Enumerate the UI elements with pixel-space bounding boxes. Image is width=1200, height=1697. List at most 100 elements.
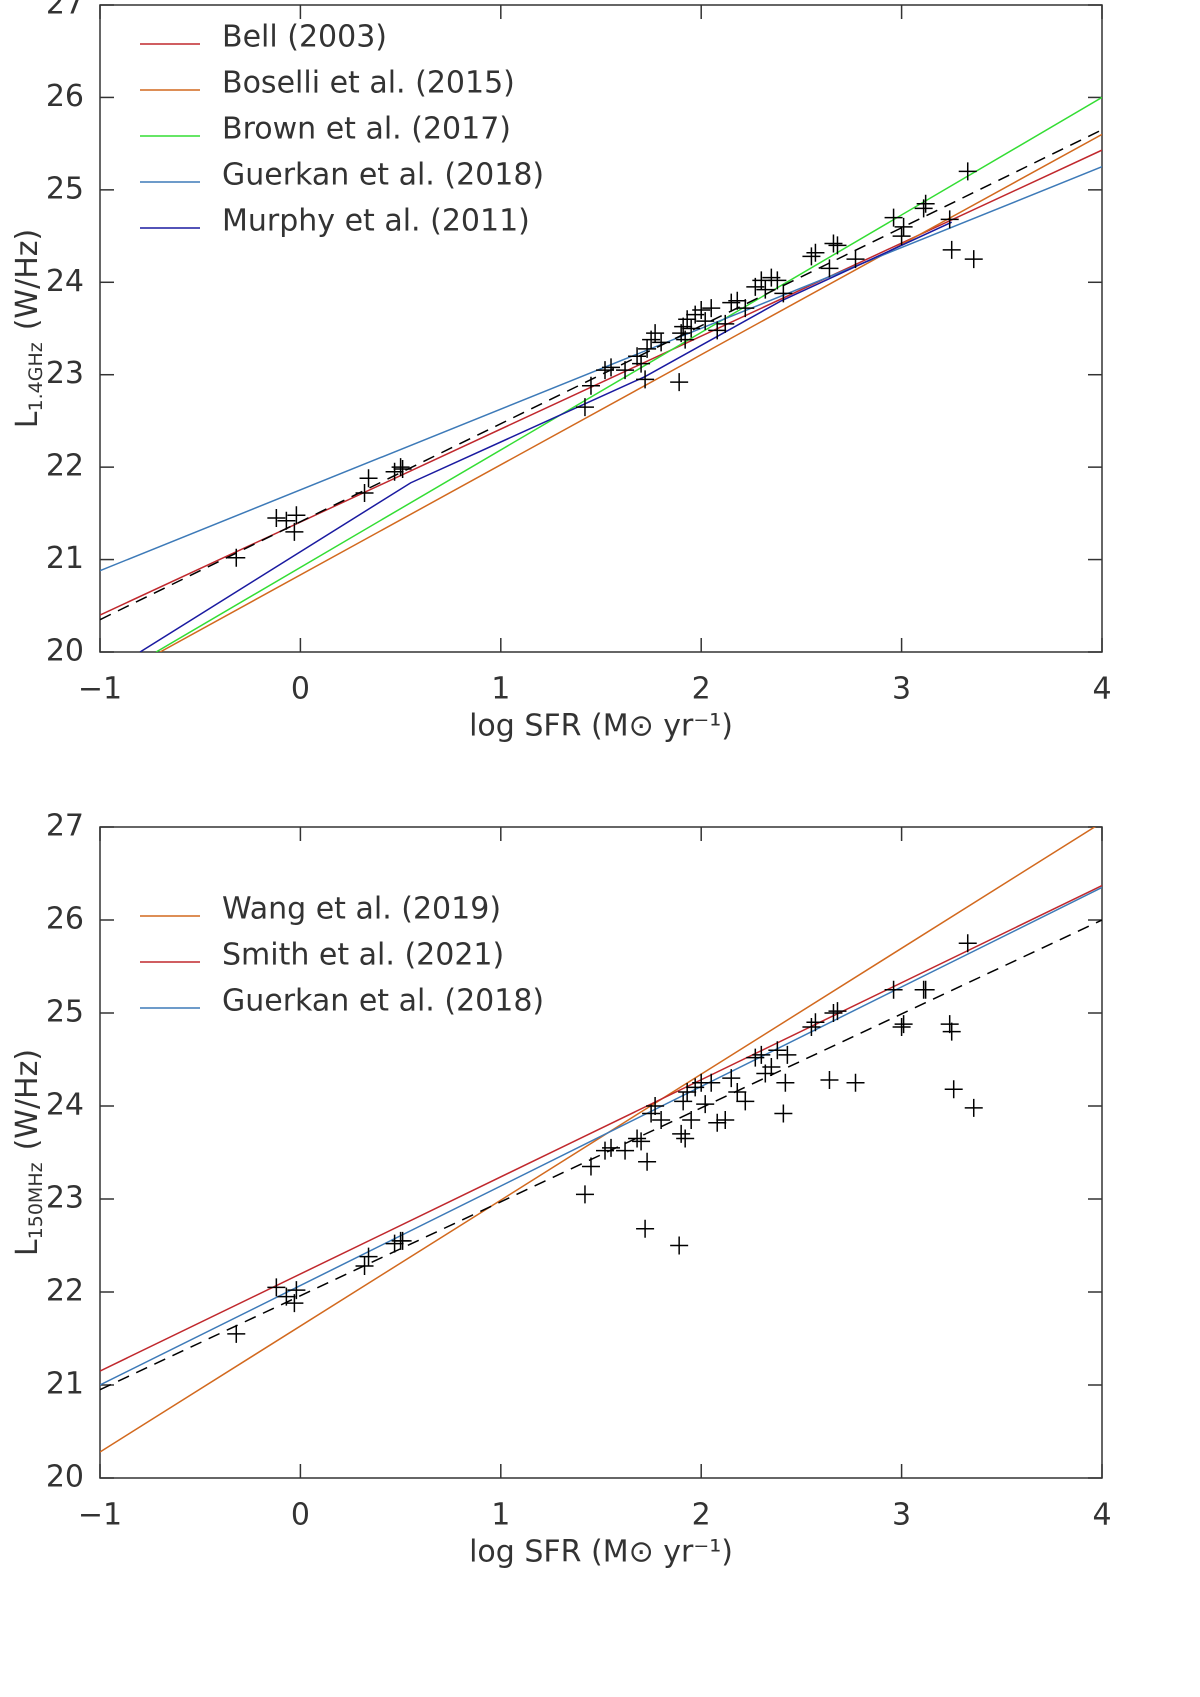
point xyxy=(674,317,693,336)
x-tick-label: 3 xyxy=(892,1498,911,1533)
point xyxy=(828,236,847,255)
y-tick-label: 20 xyxy=(46,634,84,669)
point xyxy=(774,284,793,303)
point xyxy=(768,1041,787,1060)
x-tick-label: 0 xyxy=(291,1498,310,1533)
model-line xyxy=(100,884,1102,1372)
point xyxy=(628,347,647,366)
plot-area xyxy=(100,827,1102,1453)
point xyxy=(824,1004,843,1022)
point xyxy=(652,333,671,352)
point xyxy=(359,469,378,488)
point xyxy=(778,1045,797,1064)
point xyxy=(672,1124,691,1143)
y-tick-label: 22 xyxy=(46,1274,84,1309)
fit-line xyxy=(100,919,1102,1391)
point xyxy=(287,1281,306,1300)
y-axis-label: L1.4GHz (W/Hz) xyxy=(10,229,47,428)
point xyxy=(646,1097,665,1115)
legend-label: Boselli et al. (2015) xyxy=(222,66,515,101)
model-line xyxy=(139,221,953,652)
y-tick-label: 25 xyxy=(46,995,84,1030)
x-axis-label: log SFR (M⊙ yr⁻¹) xyxy=(469,709,733,744)
point xyxy=(652,1110,671,1129)
point xyxy=(670,373,689,392)
point xyxy=(676,1129,695,1148)
point xyxy=(752,1045,771,1064)
point xyxy=(736,299,755,318)
legend-label: Murphy et al. (2011) xyxy=(222,204,530,239)
point xyxy=(581,376,600,395)
legend-label: Brown et al. (2017) xyxy=(222,112,511,147)
fit-line xyxy=(100,129,1102,621)
point xyxy=(806,1013,825,1032)
y-tick-label: 25 xyxy=(46,171,84,206)
point xyxy=(359,1247,378,1266)
y-tick-label: 20 xyxy=(46,1460,84,1495)
point xyxy=(227,548,246,567)
point xyxy=(636,370,655,389)
point xyxy=(774,1104,793,1123)
point xyxy=(828,1002,847,1021)
point xyxy=(824,234,843,253)
point xyxy=(894,1015,913,1034)
point xyxy=(393,459,412,478)
point xyxy=(768,271,787,290)
y-tick-label: 21 xyxy=(46,541,84,576)
y-tick-label: 23 xyxy=(46,356,84,391)
legend-label: Guerkan et al. (2018) xyxy=(222,984,544,1019)
point xyxy=(638,339,657,358)
point xyxy=(267,1278,286,1297)
point xyxy=(678,310,697,329)
point xyxy=(285,1294,304,1313)
point xyxy=(892,1017,911,1036)
point xyxy=(776,1073,795,1092)
x-tick-label: 2 xyxy=(692,1498,711,1533)
y-tick-label: 27 xyxy=(46,0,84,22)
point xyxy=(756,280,775,299)
point xyxy=(940,210,959,229)
y-axis-label: L150MHz (W/Hz) xyxy=(10,1049,47,1256)
point xyxy=(355,1256,374,1275)
point xyxy=(581,1157,600,1176)
point xyxy=(285,522,304,541)
point xyxy=(642,1104,661,1123)
point xyxy=(716,1110,735,1129)
point xyxy=(914,199,933,218)
point xyxy=(716,314,735,333)
point xyxy=(670,1236,689,1255)
point xyxy=(646,324,665,343)
point xyxy=(964,250,983,269)
point xyxy=(602,358,621,377)
point xyxy=(728,291,747,310)
plot-area xyxy=(100,96,1102,652)
y-tick-label: 27 xyxy=(46,809,84,844)
point xyxy=(884,208,903,227)
point xyxy=(940,1015,959,1034)
point xyxy=(682,1110,701,1129)
point xyxy=(632,1132,651,1151)
point xyxy=(391,458,410,477)
point xyxy=(884,980,903,999)
model-line xyxy=(100,166,1102,572)
point xyxy=(616,361,635,380)
point xyxy=(676,330,695,349)
point xyxy=(355,484,374,503)
y-tick-label: 22 xyxy=(46,449,84,484)
point xyxy=(942,240,961,259)
y-label-main: L xyxy=(10,411,45,428)
x-axis-label: log SFR (M⊙ yr⁻¹) xyxy=(469,1535,733,1570)
y-tick-label: 24 xyxy=(46,264,84,299)
point xyxy=(958,162,977,181)
point xyxy=(674,1092,693,1111)
y-label-unit: (W/Hz) xyxy=(10,1049,45,1150)
point xyxy=(575,1185,594,1204)
x-tick-label: 1 xyxy=(491,1498,510,1533)
point xyxy=(632,354,651,373)
x-tick-label: 2 xyxy=(692,672,711,707)
point xyxy=(638,1152,657,1171)
plot-frame xyxy=(99,826,1103,1479)
point xyxy=(616,1141,635,1160)
